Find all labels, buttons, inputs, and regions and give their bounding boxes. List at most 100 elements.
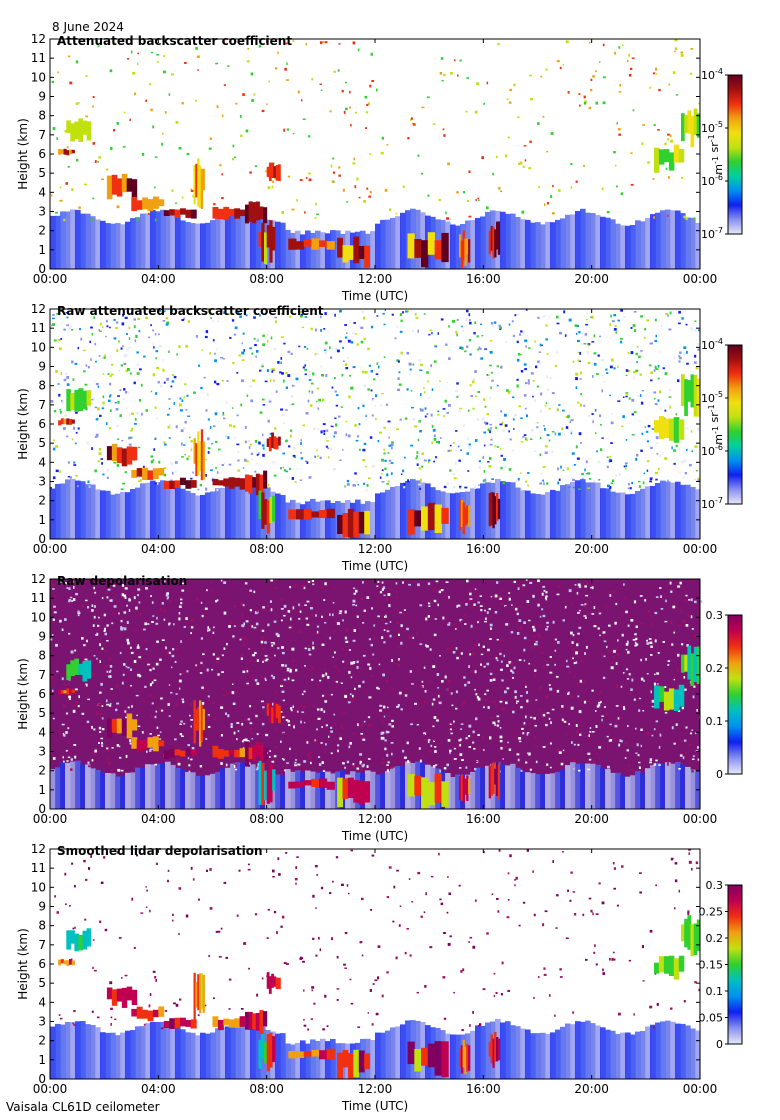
noise-speckle [338, 166, 341, 169]
noise-speckle [371, 80, 375, 82]
cloud-feature [259, 745, 264, 761]
noise-speckle [275, 690, 278, 693]
noise-speckle [316, 728, 318, 731]
noise-speckle [290, 625, 293, 628]
cloud-feature [255, 201, 260, 221]
boundary-layer-cell [185, 771, 191, 809]
noise-speckle [526, 691, 528, 694]
noise-speckle [537, 603, 540, 607]
noise-speckle [447, 876, 449, 878]
noise-speckle [122, 673, 125, 676]
noise-speckle [107, 588, 111, 591]
noise-speckle [282, 699, 286, 702]
noise-speckle [311, 989, 314, 992]
cloud-feature [86, 121, 92, 141]
noise-speckle [100, 737, 103, 740]
noise-speckle [253, 316, 256, 319]
noise-speckle [587, 472, 591, 475]
noise-speckle [697, 478, 700, 482]
noise-speckle [216, 489, 219, 492]
cloud-feature [337, 237, 343, 258]
noise-speckle [381, 469, 384, 472]
noise-speckle [652, 178, 655, 180]
noise-speckle [483, 706, 485, 709]
noise-speckle [169, 424, 172, 427]
noise-speckle [419, 408, 422, 410]
noise-speckle [398, 924, 401, 927]
noise-speckle [331, 180, 334, 183]
noise-speckle [655, 368, 659, 370]
boundary-layer-cell [290, 499, 296, 539]
noise-speckle [77, 612, 81, 614]
noise-speckle [368, 638, 371, 641]
boundary-layer-cell [675, 481, 681, 539]
cloud-feature [663, 956, 670, 974]
noise-speckle [640, 622, 643, 625]
noise-speckle [272, 180, 275, 183]
cloud-feature [258, 1039, 262, 1069]
noise-speckle [458, 739, 461, 742]
noise-speckle [128, 436, 131, 440]
noise-speckle [542, 479, 545, 482]
noise-speckle [181, 735, 184, 737]
noise-speckle [611, 358, 614, 362]
noise-speckle [253, 337, 256, 340]
noise-speckle [330, 693, 333, 696]
cloud-feature [152, 196, 159, 209]
noise-speckle [324, 582, 327, 586]
noise-speckle [602, 634, 605, 637]
noise-speckle [50, 638, 53, 641]
colorbar [727, 884, 743, 1045]
noise-speckle [590, 78, 593, 82]
colorbar [727, 344, 743, 505]
boundary-layer-cell [620, 1032, 626, 1079]
noise-speckle [635, 352, 638, 356]
noise-speckle [212, 319, 214, 323]
boundary-layer-cell [55, 483, 61, 539]
noise-speckle [369, 191, 372, 194]
noise-speckle [310, 1018, 314, 1020]
boundary-layer-cell [285, 502, 291, 539]
cloud-feature [239, 209, 246, 217]
cloud-feature [358, 246, 365, 259]
noise-speckle [279, 711, 283, 713]
x-axis-label: Time (UTC) [341, 829, 408, 843]
noise-speckle [94, 160, 97, 163]
noise-speckle [586, 582, 589, 585]
noise-speckle [109, 657, 112, 661]
noise-speckle [601, 389, 603, 393]
noise-speckle [575, 386, 578, 389]
noise-speckle [452, 472, 455, 476]
cloud-feature [266, 1034, 270, 1072]
noise-speckle [457, 445, 460, 448]
noise-speckle [133, 381, 136, 385]
cloud-feature [266, 703, 270, 716]
noise-speckle [528, 167, 532, 170]
noise-speckle [221, 380, 224, 382]
cloud-feature [466, 505, 469, 524]
boundary-layer-cell [530, 222, 536, 269]
boundary-layer-cell [150, 210, 156, 269]
noise-speckle [359, 753, 363, 756]
noise-speckle [697, 759, 700, 763]
noise-speckle [352, 332, 355, 335]
cloud-feature [364, 781, 371, 803]
noise-speckle [524, 159, 527, 162]
boundary-layer-cell [255, 213, 261, 269]
noise-speckle [153, 448, 156, 451]
y-tick-label: 6 [38, 147, 46, 161]
cloud-feature [296, 781, 305, 788]
noise-speckle [108, 761, 111, 765]
noise-speckle [113, 461, 117, 464]
boundary-layer-cell [590, 763, 596, 809]
noise-speckle [575, 661, 578, 664]
cloud-feature [353, 512, 360, 537]
noise-speckle [68, 599, 72, 602]
noise-speckle [287, 720, 290, 723]
noise-speckle [491, 893, 494, 896]
boundary-layer-cell [515, 1026, 521, 1079]
boundary-layer-cell [85, 484, 91, 539]
noise-speckle [656, 732, 659, 734]
cloud-feature [106, 718, 113, 739]
noise-speckle [573, 743, 576, 746]
